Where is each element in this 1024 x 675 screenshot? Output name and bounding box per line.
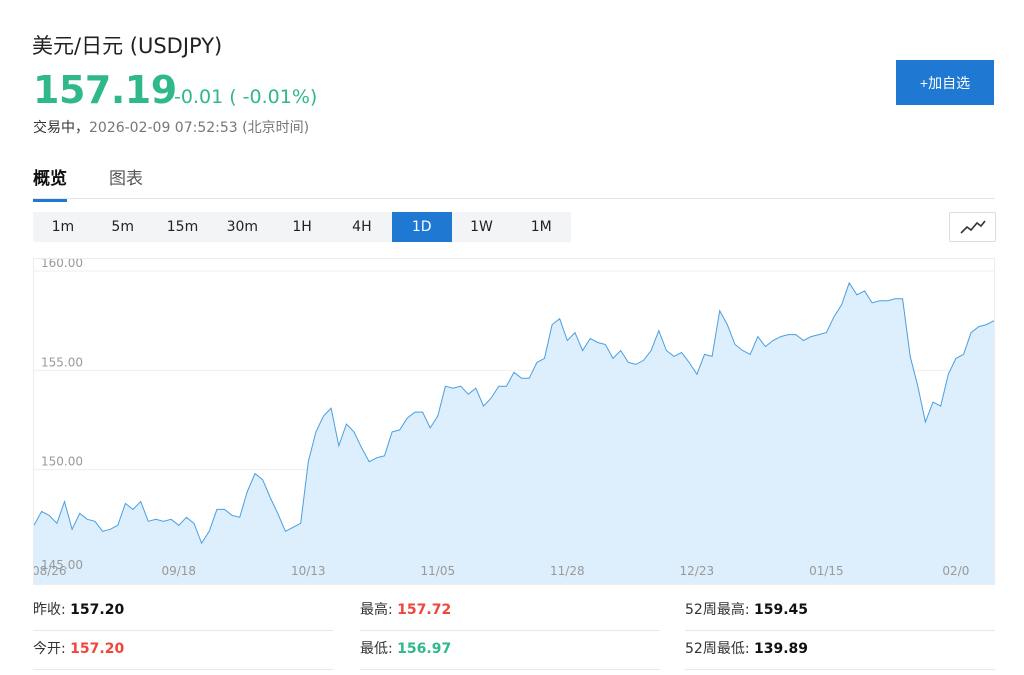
stat-52w-high: 52周最高: 159.45 bbox=[685, 592, 995, 631]
line-chart-icon bbox=[959, 220, 986, 234]
stat-label: 最高: bbox=[360, 602, 393, 618]
period-5m[interactable]: 5m bbox=[111, 219, 134, 235]
stat-label: 最低: bbox=[360, 641, 393, 657]
x-tick-label: 01/15 bbox=[809, 564, 844, 578]
period-15m[interactable]: 15m bbox=[166, 219, 199, 235]
trading-status: 交易中， bbox=[33, 120, 89, 136]
y-tick-label: 150.00 bbox=[41, 455, 83, 469]
y-tick-label: 145.00 bbox=[41, 558, 83, 572]
chart-type-toggle[interactable] bbox=[949, 212, 996, 242]
stat-value: 157.20 bbox=[70, 641, 125, 657]
stat-value: 157.72 bbox=[397, 602, 452, 618]
period-4h[interactable]: 4H bbox=[352, 219, 372, 235]
stat-52w-low: 52周最低: 139.89 bbox=[685, 631, 995, 670]
x-tick-label: 12/23 bbox=[680, 564, 715, 578]
tabs-divider bbox=[33, 198, 995, 199]
period-1d[interactable]: 1D bbox=[391, 212, 452, 242]
stat-high: 最高: 157.72 bbox=[360, 592, 660, 631]
stat-open: 今开: 157.20 bbox=[33, 631, 333, 670]
y-tick-label: 155.00 bbox=[41, 355, 83, 369]
x-tick-label: 02/0 bbox=[942, 564, 969, 578]
stat-value: 157.20 bbox=[70, 602, 125, 618]
price-chart[interactable]: 160.00 155.00 150.00 145.00 08/26 09/18 10/13 1… bbox=[33, 258, 995, 585]
price-line bbox=[34, 281, 994, 545]
period-30m[interactable]: 30m bbox=[226, 219, 259, 235]
current-price: 157.19 bbox=[33, 68, 177, 112]
stat-value: 139.89 bbox=[753, 641, 809, 657]
x-tick-label: 11/05 bbox=[421, 564, 456, 578]
stat-label: 今开: bbox=[33, 641, 66, 657]
y-tick-label: 160.00 bbox=[41, 259, 83, 270]
tab-chart[interactable]: 图表 bbox=[109, 169, 143, 189]
trading-status-row: 交易中，2026-02-09 07:52:53 (北京时间) bbox=[33, 117, 309, 137]
stat-label: 昨收: bbox=[33, 602, 66, 618]
page-title: 美元/日元 (USDJPY) bbox=[32, 34, 223, 58]
stat-prev-close: 昨收: 157.20 bbox=[33, 592, 333, 631]
timezone-label: (北京时间) bbox=[242, 120, 310, 136]
stat-value: 156.97 bbox=[397, 641, 452, 657]
x-tick-label: 09/18 bbox=[161, 564, 196, 578]
quote-timestamp: 2026-02-09 07:52:53 bbox=[89, 120, 238, 136]
stat-label: 52周最高: bbox=[685, 602, 750, 618]
x-tick-label: 08/26 bbox=[34, 564, 67, 578]
price-area bbox=[34, 282, 994, 584]
main-tabs: 概览 图表 bbox=[33, 164, 185, 202]
tab-overview[interactable]: 概览 bbox=[33, 164, 67, 202]
x-tick-label: 11/28 bbox=[550, 564, 585, 578]
add-watchlist-button[interactable]: +加自选 bbox=[896, 60, 994, 105]
period-1h[interactable]: 1H bbox=[292, 219, 312, 235]
stat-low: 最低: 156.97 bbox=[360, 631, 660, 670]
period-1mo[interactable]: 1M bbox=[530, 219, 552, 235]
period-selector: 1m 5m 15m 30m 1H 4H 1D 1W 1M bbox=[33, 212, 572, 242]
stat-value: 159.45 bbox=[753, 602, 809, 618]
period-1w[interactable]: 1W bbox=[470, 219, 493, 235]
price-change: -0.01 ( -0.01%) bbox=[174, 86, 318, 108]
x-tick-label: 10/13 bbox=[291, 564, 326, 578]
period-1m[interactable]: 1m bbox=[51, 219, 75, 235]
stat-label: 52周最低: bbox=[685, 641, 750, 657]
